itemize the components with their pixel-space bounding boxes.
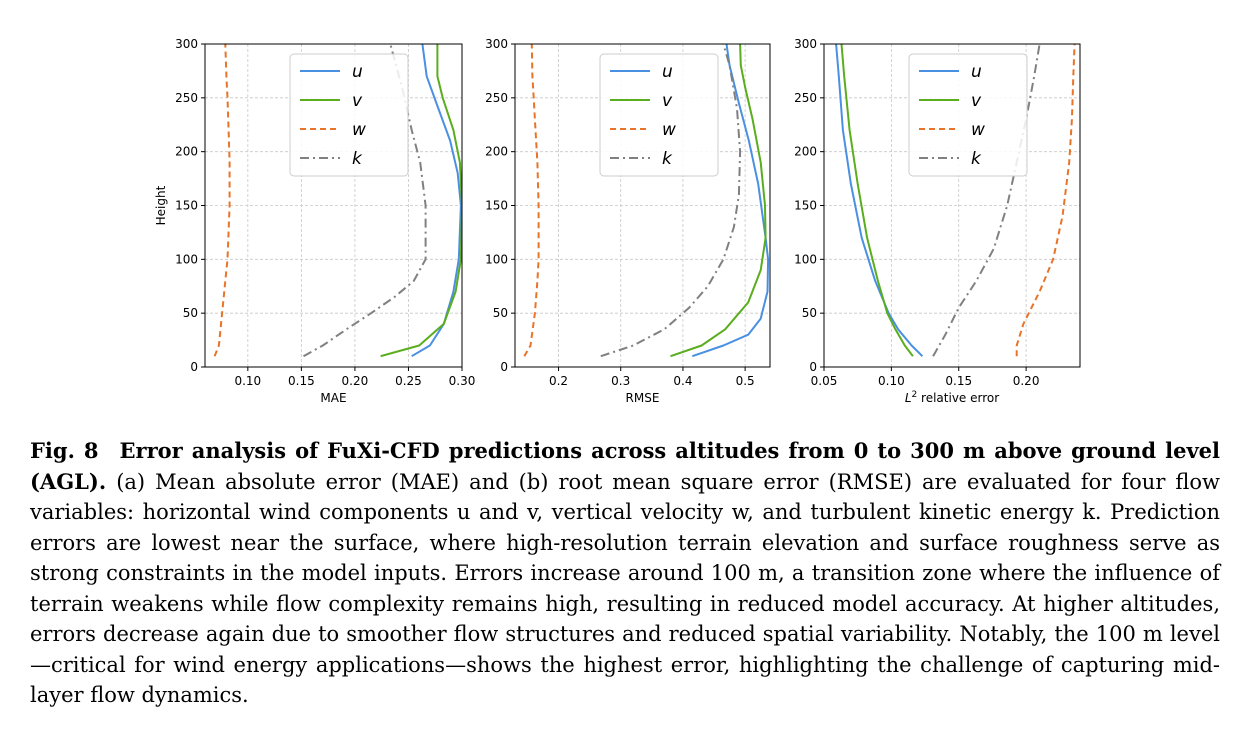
series-line-k [600, 44, 742, 358]
legend-label-w: w [662, 120, 676, 140]
series-line-u [411, 44, 462, 358]
legend-box [599, 53, 719, 177]
y-axis-label: Height [154, 185, 168, 225]
legend-label-k: k [352, 149, 363, 169]
y-tick-label: 100 [175, 252, 198, 266]
x-tick-label: 0.10 [878, 374, 905, 388]
legend-box [908, 53, 1028, 177]
y-tick-label: 100 [794, 252, 817, 266]
x-tick-label: 0.15 [288, 374, 315, 388]
legend-label-u: u [662, 62, 673, 82]
series-line-w [1015, 44, 1076, 357]
x-tick-label: 0.5 [736, 374, 755, 388]
x-axis-label: L2 relative error [905, 390, 999, 405]
y-tick-label: 250 [175, 91, 198, 105]
x-axis-label: RMSE [626, 391, 660, 405]
series-line-v [670, 44, 767, 358]
series-line-v [380, 44, 462, 358]
y-tick-label: 300 [175, 37, 198, 51]
y-tick-label: 50 [493, 306, 508, 320]
y-tick-label: 300 [794, 37, 817, 51]
legend-box [289, 53, 409, 177]
y-tick-label: 250 [794, 91, 817, 105]
caption-body: (a) Mean absolute error (MAE) and (b) ro… [30, 469, 1220, 708]
series-line-u [835, 44, 924, 357]
x-axis-label: MAE [320, 391, 346, 405]
series-line-k [303, 44, 427, 358]
figure: 0.10 0.15 0.20 0.25 0.30050100150200250300MA… [154, 37, 1081, 405]
y-tick-label: 300 [485, 37, 508, 51]
caption-title: Error analysis of FuXi-CFD predictions a… [30, 438, 1221, 494]
legend-label-u: u [971, 62, 982, 82]
x-tick-label: 0.3 [611, 374, 630, 388]
legend-label-w: w [971, 120, 985, 140]
series-line-k [932, 44, 1041, 357]
y-tick-label: 150 [485, 199, 508, 213]
y-tick-label: 200 [175, 145, 198, 159]
y-tick-label: 50 [183, 306, 198, 320]
series-line-u [691, 44, 770, 358]
y-tick-label: 200 [485, 145, 508, 159]
x-tick-label: 0.30 [449, 374, 476, 388]
chart-panel-c: 0.05 0.10 0.15 0.20 0 50 100 150 200 250 300 L2 rel… [794, 37, 1081, 405]
x-tick-label: 0.20 [1013, 374, 1040, 388]
y-tick-label: 0 [190, 360, 198, 374]
y-tick-label: 0 [809, 360, 817, 374]
x-tick-label: 0.05 [811, 374, 838, 388]
x-tick-label: 0.10 [234, 374, 261, 388]
legend-label-v: v [662, 91, 673, 111]
legend-label-w: w [352, 120, 366, 140]
y-tick-label: 50 [802, 306, 817, 320]
series-line-v [840, 44, 914, 357]
x-tick-label: 0.20 [342, 374, 369, 388]
series-line-w [523, 44, 540, 357]
y-tick-label: 250 [485, 91, 508, 105]
y-tick-label: 150 [794, 199, 817, 213]
y-tick-label: 100 [485, 252, 508, 266]
y-tick-label: 200 [794, 145, 817, 159]
x-tick-label: 0.25 [395, 374, 422, 388]
legend-label-k: k [662, 149, 673, 169]
legend-label-k: k [971, 149, 982, 169]
legend-label-v: v [352, 91, 363, 111]
y-tick-label: 0 [500, 360, 508, 374]
chart-panel-a: 0.10 0.15 0.20 0.25 0.30 0 50 100 150 200 250 300 MA… [154, 37, 475, 405]
y-tick-label: 150 [175, 199, 198, 213]
caption-label: Fig. 8 [30, 438, 99, 463]
x-tick-label: 0.15 [945, 374, 972, 388]
legend-label-v: v [971, 91, 982, 111]
legend-label-u: u [352, 62, 363, 82]
figure-caption: Fig. 8 Error analysis of FuXi-CFD predic… [30, 436, 1220, 711]
x-tick-label: 0.2 [549, 374, 568, 388]
series-line-w [213, 44, 231, 357]
x-tick-label: 0.4 [673, 374, 692, 388]
